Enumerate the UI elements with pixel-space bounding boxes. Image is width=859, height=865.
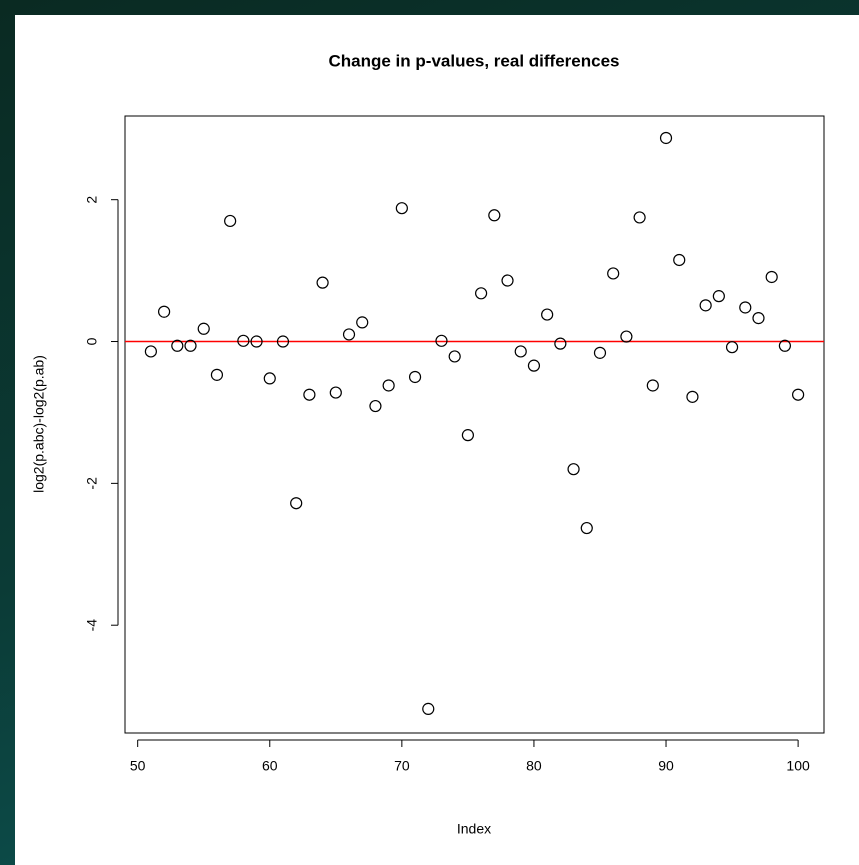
y-axis-label: log2(p.abc)-log2(p.ab) xyxy=(31,355,47,493)
point xyxy=(171,339,184,352)
point xyxy=(435,334,448,347)
point xyxy=(210,368,224,381)
x-tick-label: 50 xyxy=(130,758,146,774)
point xyxy=(527,359,541,372)
point xyxy=(369,399,382,413)
point xyxy=(765,270,778,284)
point xyxy=(593,346,607,359)
x-tick-label: 70 xyxy=(394,758,410,774)
point xyxy=(541,308,554,321)
point xyxy=(237,334,250,347)
point xyxy=(276,335,290,348)
plot-frame xyxy=(124,115,825,734)
point xyxy=(422,702,435,715)
point xyxy=(197,322,210,335)
point xyxy=(752,312,765,325)
point xyxy=(250,335,263,348)
point xyxy=(725,341,739,354)
point xyxy=(607,267,620,280)
point xyxy=(290,497,303,510)
point xyxy=(342,328,356,341)
point xyxy=(395,202,408,215)
point xyxy=(329,386,342,399)
plot-panel xyxy=(15,15,859,865)
y-tick-label: 0 xyxy=(84,337,100,345)
point xyxy=(778,339,792,352)
point xyxy=(263,372,276,385)
point xyxy=(157,305,171,318)
point xyxy=(488,209,501,222)
x-tick-label: 80 xyxy=(526,758,542,774)
point xyxy=(792,388,805,401)
point xyxy=(514,345,527,358)
point xyxy=(224,214,237,228)
y-tick-label: -4 xyxy=(84,619,100,632)
point xyxy=(316,276,329,289)
point xyxy=(620,330,633,343)
point xyxy=(699,299,712,312)
x-tick-label: 90 xyxy=(658,758,674,774)
point xyxy=(303,388,316,401)
point xyxy=(184,339,197,352)
x-tick-label: 60 xyxy=(262,758,278,774)
y-tick-label: -2 xyxy=(84,477,100,490)
point xyxy=(567,463,580,476)
point xyxy=(408,370,422,384)
point xyxy=(382,379,395,392)
chart-title: Change in p-values, real differences xyxy=(329,51,620,70)
point xyxy=(580,521,593,535)
point xyxy=(659,131,673,145)
point xyxy=(739,301,752,314)
y-tick-label: 2 xyxy=(84,196,100,204)
point xyxy=(144,345,157,358)
point xyxy=(554,337,567,350)
point xyxy=(475,287,488,300)
point xyxy=(673,253,686,267)
point xyxy=(461,429,474,442)
x-axis-label: Index xyxy=(457,821,491,837)
point xyxy=(633,211,646,224)
point xyxy=(712,290,725,303)
point xyxy=(448,350,461,363)
x-tick-label: 100 xyxy=(786,758,810,774)
point xyxy=(686,390,699,403)
point xyxy=(646,379,659,392)
point xyxy=(501,274,514,287)
point xyxy=(356,316,369,329)
